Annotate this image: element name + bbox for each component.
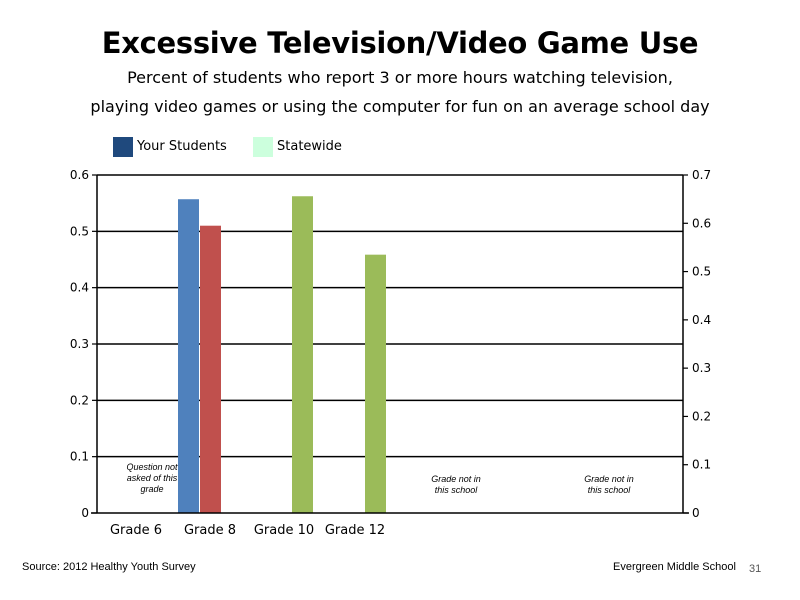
bar-series2-grade-12 [365,254,386,513]
left-tick-label-6: 0.6 [70,168,89,182]
page-number: 31 [749,563,762,575]
x-tick-label-grade-10: Grade 10 [254,523,314,538]
legend-label-statewide: Statewide [277,139,342,154]
x-tick-label-grade-12: Grade 12 [325,523,385,538]
x-tick-label-grade-8: Grade 8 [184,523,236,538]
legend-swatch-your-students [113,137,133,157]
right-tick-label-2: 0.2 [692,409,711,423]
right-tick-label-3: 0.3 [692,361,711,375]
bar-series0-grade-8 [178,199,199,513]
left-tick-label-1: 0.1 [70,450,89,464]
x-tick-label-grade-6: Grade 6 [110,523,162,538]
legend-swatch-statewide [253,137,273,157]
left-tick-label-0: 0 [81,506,89,520]
source-note: Source: 2012 Healthy Youth Survey [22,561,196,573]
chart-subtitle-line-1: Percent of students who report 3 or more… [127,68,673,87]
annotation-1-line-1: this school [435,485,479,495]
right-tick-label-4: 0.4 [692,313,711,327]
bar-series1-grade-8 [200,225,221,513]
left-tick-label-4: 0.4 [70,281,89,295]
chart-subtitle-line-2: playing video games or using the compute… [90,97,710,116]
annotation-2-line-0: Grade not in [584,474,634,484]
annotation-0-line-0: Question not [126,462,178,472]
annotation-1-line-0: Grade not in [431,474,481,484]
annotation-2-line-1: this school [588,485,632,495]
legend-label-your-students: Your Students [137,139,227,154]
annotation-0-line-2: grade [140,484,163,494]
right-tick-label-0: 0 [692,506,700,520]
right-tick-label-1: 0.1 [692,458,711,472]
annotation-2: Grade not in this school [584,474,634,495]
annotation-0-line-1: asked of this [127,473,178,483]
left-tick-label-3: 0.3 [70,337,89,351]
annotation-0: Question not asked of this grade [126,462,178,494]
bar-series2-grade-10 [292,196,313,513]
chart-title: Excessive Television/Video Game Use [101,26,699,60]
right-tick-label-5: 0.5 [692,265,711,279]
left-tick-label-2: 0.2 [70,393,89,407]
annotation-1: Grade not in this school [431,474,481,495]
left-tick-label-5: 0.5 [70,224,89,238]
school-name: Evergreen Middle School [613,561,736,573]
right-tick-label-6: 0.6 [692,216,711,230]
right-tick-label-7: 0.7 [692,168,711,182]
